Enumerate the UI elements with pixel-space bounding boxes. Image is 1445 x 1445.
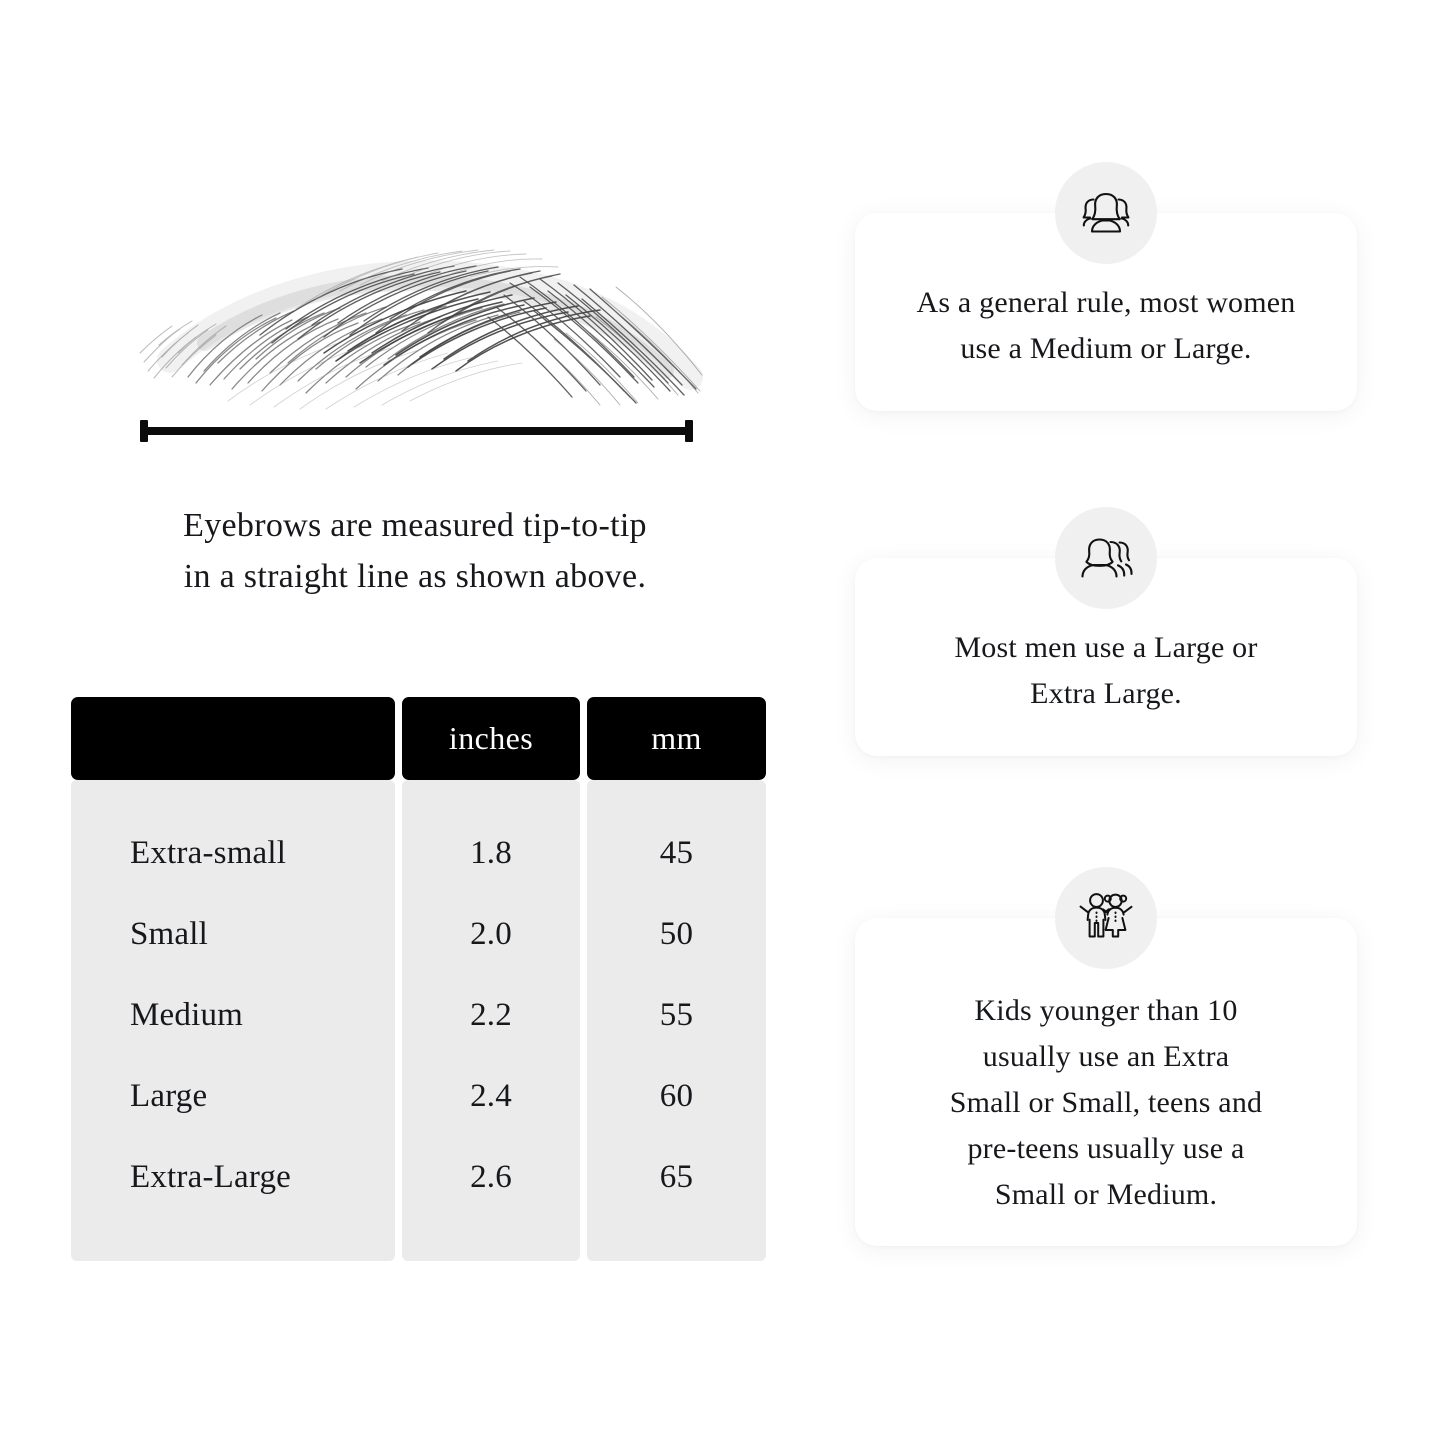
card-line: Extra Large. xyxy=(1030,677,1182,710)
table-cell-mm: 65 xyxy=(659,1159,694,1195)
table-row: Small xyxy=(130,916,209,952)
table-cell-inches: 2.0 xyxy=(470,916,512,952)
measure-caption-line-2: in a straight line as shown above. xyxy=(183,558,647,595)
measure-caption: Eyebrows are measured tip-to-tip in a st… xyxy=(70,500,760,602)
tip-to-tip-measure-bar xyxy=(140,416,693,446)
women-group-icon xyxy=(1055,162,1157,264)
table-cell-inches: 2.6 xyxy=(470,1159,512,1195)
table-body-mm: 45 50 55 60 65 xyxy=(587,780,766,1261)
table-row: Extra-small xyxy=(130,835,287,871)
size-table: Extra-small Small Medium Large Extra-Lar… xyxy=(71,697,766,1261)
table-row: Medium xyxy=(130,997,244,1033)
info-card-men-text: Most men use a Large or Extra Large. xyxy=(889,625,1323,717)
table-column-size: Extra-small Small Medium Large Extra-Lar… xyxy=(71,697,395,1261)
table-cell-inches: 2.4 xyxy=(470,1078,512,1114)
card-line: Small or Small, teens and xyxy=(949,1086,1263,1119)
measure-caption-line-1: Eyebrows are measured tip-to-tip xyxy=(183,507,647,544)
info-card-kids: Kids younger than 10 usually use an Extr… xyxy=(855,918,1357,1246)
right-column: As a general rule, most women use a Medi… xyxy=(800,0,1445,1445)
card-line: pre-teens usually use a xyxy=(967,1132,1245,1165)
card-line: Small or Medium. xyxy=(994,1178,1218,1211)
card-line: Most men use a Large or xyxy=(954,631,1258,664)
table-cell-mm: 55 xyxy=(659,997,694,1033)
table-row: Large xyxy=(130,1078,208,1114)
table-cell-inches: 2.2 xyxy=(470,997,512,1033)
men-group-icon xyxy=(1055,507,1157,609)
card-line: use a Medium or Large. xyxy=(960,332,1252,365)
table-column-mm: mm 45 50 55 60 65 xyxy=(587,697,766,1261)
table-row: Extra-Large xyxy=(130,1159,291,1195)
eyebrow-illustration xyxy=(110,225,730,410)
table-body-inches: 1.8 2.0 2.2 2.4 2.6 xyxy=(402,780,580,1261)
info-card-kids-text: Kids younger than 10 usually use an Extr… xyxy=(889,988,1323,1218)
table-body-size: Extra-small Small Medium Large Extra-Lar… xyxy=(71,780,395,1261)
table-column-inches: inches 1.8 2.0 2.2 2.4 2.6 xyxy=(402,697,580,1261)
card-line: As a general rule, most women xyxy=(916,286,1296,319)
table-header-size xyxy=(71,697,395,780)
card-line: usually use an Extra xyxy=(982,1040,1230,1073)
info-card-women-text: As a general rule, most women use a Medi… xyxy=(889,280,1323,372)
table-cell-mm: 60 xyxy=(659,1078,694,1114)
table-cell-mm: 45 xyxy=(659,835,694,871)
table-header-inches: inches xyxy=(402,697,580,780)
left-column: Eyebrows are measured tip-to-tip in a st… xyxy=(70,225,766,1261)
table-cell-mm: 50 xyxy=(659,916,694,952)
table-cell-inches: 1.8 xyxy=(470,835,512,871)
card-line: Kids younger than 10 xyxy=(974,994,1238,1027)
kids-icon xyxy=(1055,867,1157,969)
table-header-mm: mm xyxy=(587,697,766,780)
